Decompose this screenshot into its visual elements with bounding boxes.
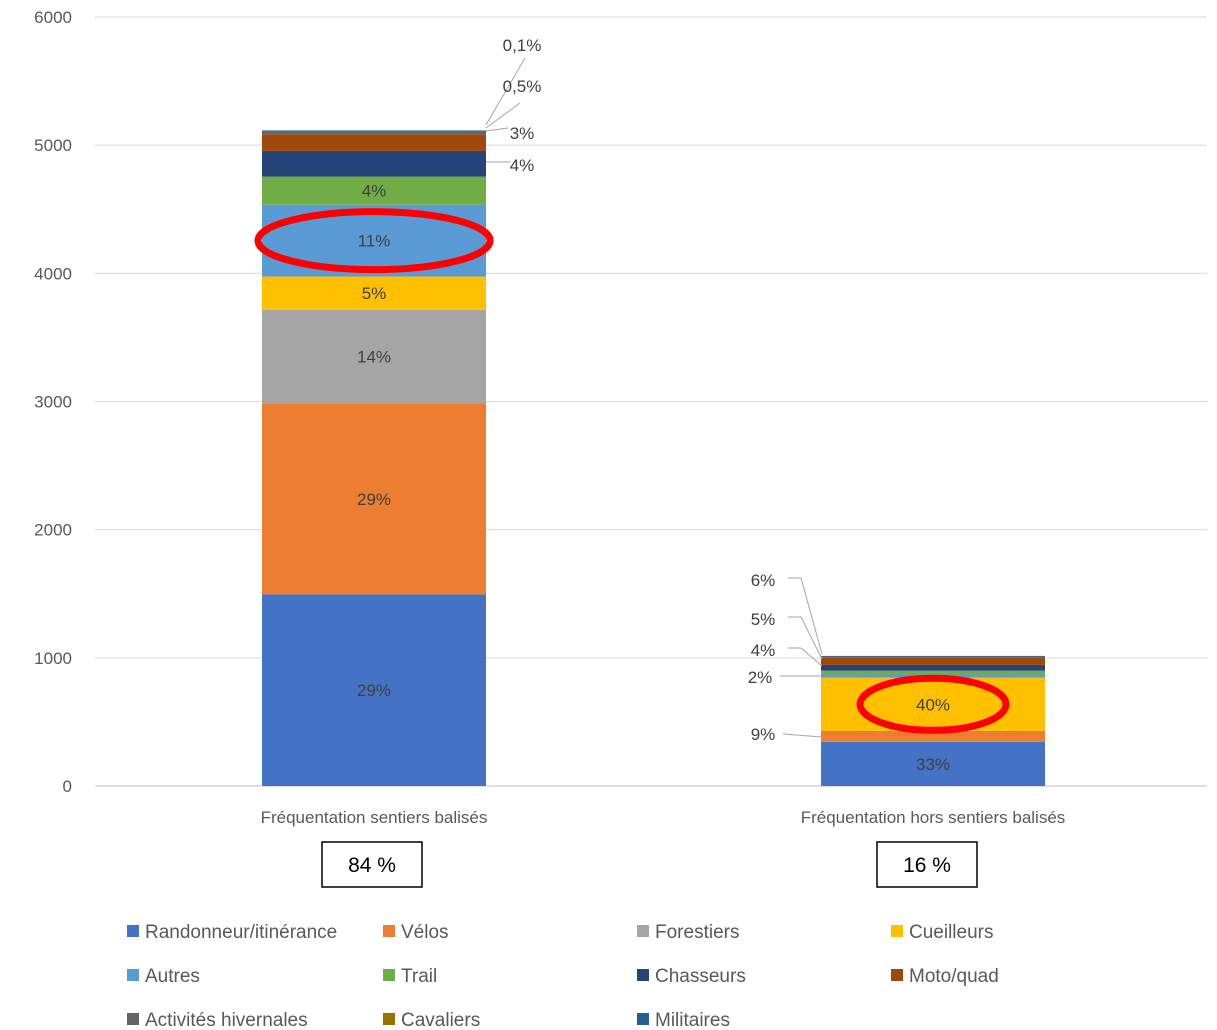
legend-label: Autres [145, 966, 200, 987]
data-label: 0,5% [503, 77, 542, 96]
data-label: 4% [751, 641, 776, 660]
data-label: 14% [357, 348, 391, 367]
share-box [321, 841, 423, 888]
data-label: 5% [362, 284, 387, 303]
highlight-ellipse [254, 208, 494, 274]
legend-swatch [127, 969, 139, 981]
leader-line [782, 733, 823, 738]
y-tick-label: 2000 [34, 521, 72, 540]
y-tick-label: 5000 [34, 136, 72, 155]
bar-segment [262, 594, 486, 786]
leader-line [485, 127, 509, 132]
legend-label: Vélos [401, 922, 449, 943]
leader-line [788, 616, 823, 660]
share-boxes: 84 % 16 % [321, 841, 978, 888]
data-label: 40% [916, 695, 950, 714]
highlight-ellipses [254, 208, 1010, 734]
legend-label: Militaires [655, 1010, 730, 1030]
legend-swatch [637, 1013, 649, 1025]
legend-swatch [383, 1013, 395, 1025]
x-axis-categories: Fréquentation sentiers balisés Fréquentat… [261, 808, 1066, 827]
bar-segment [821, 656, 1045, 658]
legend-swatch [383, 925, 395, 937]
legend-swatch [637, 925, 649, 937]
bar-segment [262, 403, 486, 595]
data-label: 9% [751, 725, 776, 744]
bar-segment [262, 276, 486, 310]
highlight-ellipse [856, 674, 1010, 734]
y-tick-label: 0 [63, 777, 72, 796]
legend-label: Forestiers [655, 922, 739, 943]
legend-swatch [891, 969, 903, 981]
data-label: 33% [916, 755, 950, 774]
legend-label: Chasseurs [655, 966, 746, 987]
bar-segment [262, 134, 486, 151]
y-axis-ticks: 0 1000 2000 3000 4000 5000 6000 [34, 8, 72, 796]
data-label: 5% [751, 610, 776, 629]
bar-segment [821, 741, 1045, 786]
data-label: 29% [357, 490, 391, 509]
data-label: 6% [751, 571, 776, 590]
legend-swatch [127, 1013, 139, 1025]
bar-segment [262, 130, 486, 132]
leader-line [485, 102, 521, 129]
legend-label: Moto/quad [909, 966, 999, 987]
data-label: 4% [510, 156, 535, 175]
data-label: 2% [748, 668, 773, 687]
data-label: 29% [357, 681, 391, 700]
legend-label: Cavaliers [401, 1010, 480, 1030]
y-tick-label: 1000 [34, 649, 72, 668]
legend: Randonneur/itinérance Vélos Forestiers Cuei… [127, 922, 999, 1030]
legend-label: Cueilleurs [909, 922, 993, 943]
legend-swatch [127, 925, 139, 937]
leader-line [485, 57, 526, 126]
bar-segment [821, 730, 1045, 742]
legend-swatch [891, 925, 903, 937]
data-label: 11% [358, 232, 391, 251]
bar-segment [821, 657, 1045, 665]
data-labels: 29% 29% 14% 5% 11% 4% 33% 40% 0,1% 0,5% 3% 4% 6% 5% 4%… [357, 36, 950, 774]
leader-line [788, 577, 823, 655]
bar-segment [821, 670, 1045, 675]
y-tick-label: 4000 [34, 264, 72, 283]
y-tick-label: 6000 [34, 8, 72, 27]
legend-label: Randonneur/itinérance [145, 922, 337, 943]
leader-lines [485, 57, 823, 738]
bar-segment [262, 176, 486, 205]
bar-segment [262, 309, 486, 404]
share-box-label: 84 % [348, 854, 396, 877]
share-box [876, 841, 978, 888]
bar-segment [821, 655, 1045, 657]
legend-label: Trail [401, 966, 437, 987]
legend-label: Activités hivernales [145, 1010, 308, 1030]
y-tick-label: 3000 [34, 393, 72, 412]
bar-segment [262, 131, 486, 135]
data-label: 0,1% [503, 36, 542, 55]
x-category-label: Fréquentation sentiers balisés [261, 808, 488, 827]
legend-swatch [637, 969, 649, 981]
x-category-label: Fréquentation hors sentiers balisés [801, 808, 1066, 827]
data-label: 3% [510, 124, 535, 143]
legend-swatch [383, 969, 395, 981]
leader-line [788, 647, 823, 667]
share-box-label: 16 % [903, 854, 951, 877]
data-label: 4% [362, 182, 387, 201]
bar-segment [262, 150, 486, 177]
bar-segment [821, 664, 1045, 671]
